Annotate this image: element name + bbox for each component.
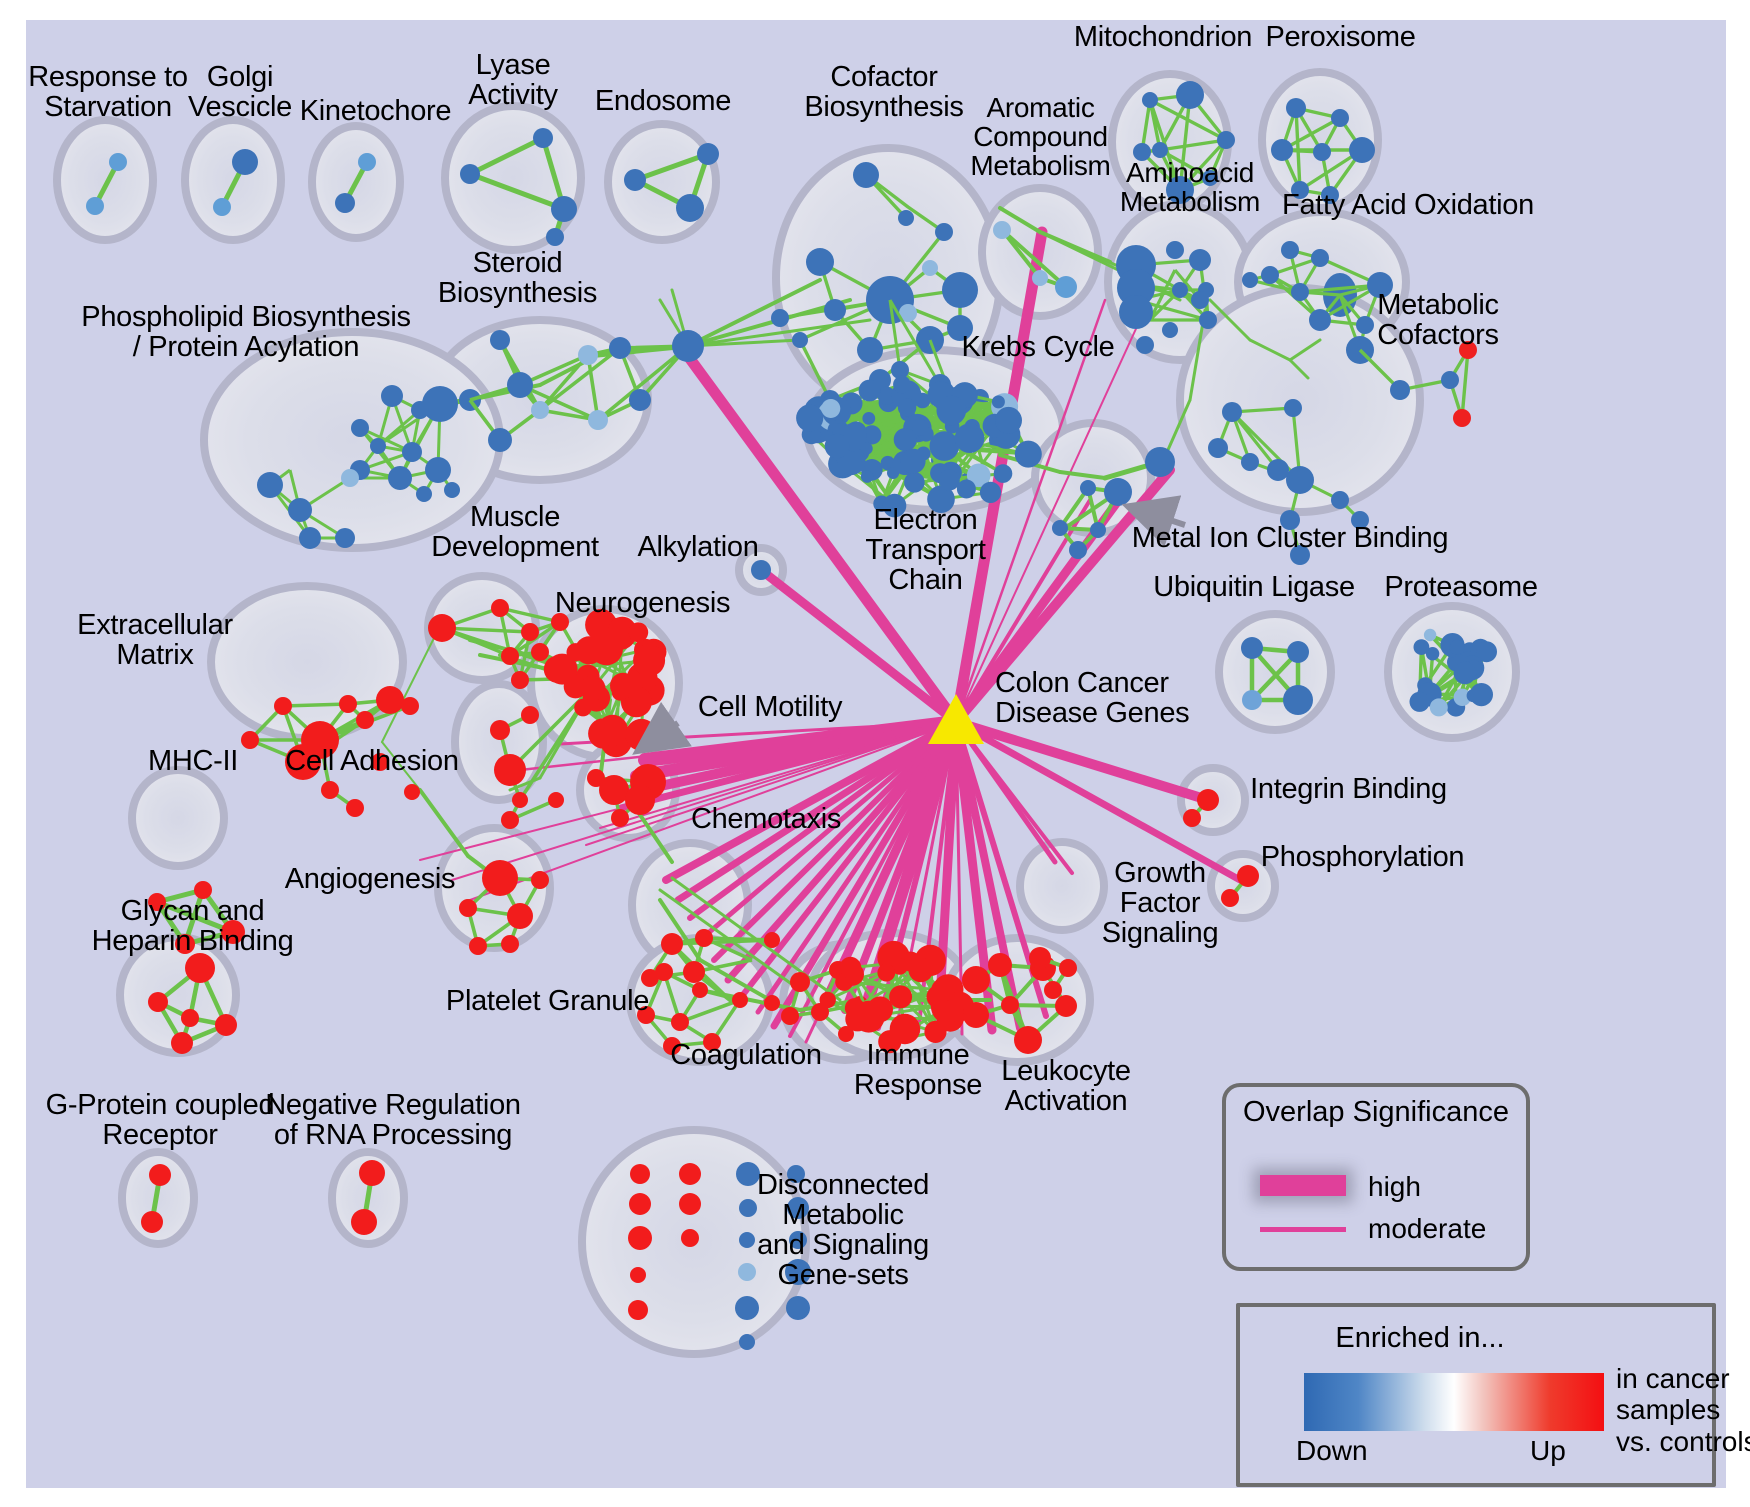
cluster-label-platelet-granule: Platelet Granule <box>445 985 650 1017</box>
cluster-label-alkylation: Alkylation <box>637 531 759 563</box>
disconnected-gene-set-nodes <box>628 1162 811 1350</box>
cluster-label-immune-response: Immune Response <box>853 1039 983 1102</box>
cluster-label-leukocyte-activation: Leukocyte Activation <box>1001 1055 1131 1118</box>
cluster-label-glycan-and-heparin-binding: Glycan and Heparin Binding <box>91 895 294 958</box>
cluster-label-steroid-biosynthesis: Steroid Biosynthesis <box>437 247 598 310</box>
cluster-label-aminoacid-metabolism: Aminoacid Metabolism <box>1119 157 1261 218</box>
legend-swatch-moderate <box>1260 1227 1346 1232</box>
cluster-label-electron-transport-chain: Electron Transport Chain <box>865 504 986 597</box>
hub-node-colon-cancer-disease-genes[interactable] <box>928 694 984 744</box>
cluster-label-extracellular-matrix: Extracellular Matrix <box>77 609 233 672</box>
cluster-label-metal-ion-cluster-binding: Metal Ion Cluster Binding <box>1131 522 1449 554</box>
cluster-label-g-protein-coupled-receptor: G-Protein coupled Receptor <box>45 1089 275 1152</box>
cluster-label-lyase-activity: Lyase Activity <box>468 49 558 112</box>
enrichment-high-label: Up <box>1530 1435 1566 1466</box>
cluster-label-fatty-acid-oxidation: Fatty Acid Oxidation <box>1282 189 1534 221</box>
hub-label-colon-cancer-disease-genes: Colon Cancer Disease Genes <box>995 667 1190 730</box>
cluster-label-growth-factor-signaling: Growth Factor Signaling <box>1101 857 1219 950</box>
legend-label-moderate: moderate <box>1368 1213 1487 1244</box>
arrow-metal-ion-cluster-binding <box>1121 495 1186 547</box>
significance-edges <box>419 226 1244 1044</box>
cluster-label-muscle-development: Muscle Development <box>431 501 599 564</box>
enrichment-low-label: Down <box>1296 1435 1368 1466</box>
cluster-label-mhc-ii: MHC-II <box>147 745 238 777</box>
enrichment-color-scale <box>1304 1373 1604 1431</box>
cluster-label-coagulation: Coagulation <box>670 1039 822 1071</box>
overlap-legend-title: Overlap Significance <box>1243 1096 1509 1128</box>
cluster-label-golgi-vescicle: Golgi Vescicle <box>188 61 292 124</box>
legend-swatch-high <box>1260 1175 1346 1196</box>
cluster-label-angiogenesis: Angiogenesis <box>284 863 456 895</box>
cluster-label-response-to-starvation: Response to Starvation <box>28 61 188 124</box>
cluster-label-endosome: Endosome <box>594 85 732 117</box>
enrichment-note: in cancer samples vs. controls <box>1616 1363 1750 1457</box>
cluster-label-cell-motility: Cell Motility <box>697 691 843 723</box>
overlap-significance-legend: Overlap Significance high moderate <box>1222 1083 1530 1271</box>
cluster-label-cell-adhesion: Cell Adhesion <box>285 745 459 777</box>
cluster-label-phosphorylation: Phosphorylation <box>1260 841 1465 873</box>
cluster-label-phospholipid-biosynthesis: Phospholipid Biosynthesis / Protein Acyl… <box>81 301 411 364</box>
cluster-label-integrin-binding: Integrin Binding <box>1250 773 1447 805</box>
legend-label-high: high <box>1368 1171 1421 1202</box>
cluster-label-krebs-cycle: Krebs Cycle <box>961 331 1115 363</box>
cluster-label-neurogenesis: Neurogenesis <box>554 587 731 619</box>
cluster-label-proteasome: Proteasome <box>1384 571 1538 603</box>
up-nodes <box>141 599 1259 1350</box>
annotation-arrows <box>632 495 1186 755</box>
cluster-label-chemotaxis: Chemotaxis <box>690 803 842 835</box>
cluster-label-cofactor-biosynthesis: Cofactor Biosynthesis <box>804 61 964 124</box>
enrichment-legend: Enriched in... Down Up in cancer samples… <box>1236 1303 1750 1487</box>
enrichment-legend-title: Enriched in... <box>1335 1322 1505 1354</box>
arrow-cell-motility <box>632 701 692 755</box>
down-nodes <box>86 81 1497 717</box>
cluster-label-negative-regulation-rna-processing: Negative Regulation of RNA Processing <box>265 1089 521 1152</box>
cluster-label-aromatic-compound-metabolism: Aromatic Compound Metabolism <box>970 92 1111 182</box>
cluster-label-kinetochore: Kinetochore <box>299 95 452 127</box>
cluster-label-mitochondrion: Mitochondrion <box>1073 21 1253 53</box>
cluster-label-disconnected-gene-sets: Disconnected Metabolic and Signaling Gen… <box>756 1169 930 1292</box>
cluster-label-peroxisome: Peroxisome <box>1265 21 1416 53</box>
cluster-label-metabolic-cofactors: Metabolic Cofactors <box>1377 289 1499 352</box>
cluster-label-ubiquitin-ligase: Ubiquitin Ligase <box>1153 571 1355 603</box>
